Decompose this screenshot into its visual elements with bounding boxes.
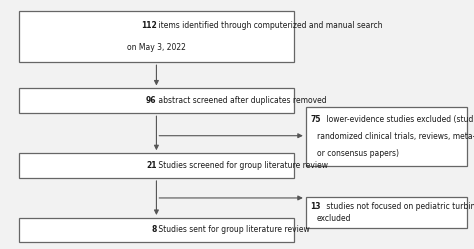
Text: 13: 13 bbox=[310, 202, 321, 211]
Text: excluded: excluded bbox=[317, 214, 351, 223]
Text: randomized clinical trials, reviews, meta-analysis, guidelines: randomized clinical trials, reviews, met… bbox=[317, 132, 474, 141]
Text: 8: 8 bbox=[151, 225, 156, 234]
FancyBboxPatch shape bbox=[19, 153, 294, 178]
Text: 112: 112 bbox=[141, 21, 156, 30]
Text: on May 3, 2022: on May 3, 2022 bbox=[127, 43, 186, 52]
Text: studies not focused on pediatric turbinate hypertrophy: studies not focused on pediatric turbina… bbox=[324, 202, 474, 211]
Text: abstract screened after duplicates removed: abstract screened after duplicates remov… bbox=[156, 96, 327, 105]
Text: lower-evidence studies excluded (studies other than: lower-evidence studies excluded (studies… bbox=[324, 115, 474, 124]
FancyBboxPatch shape bbox=[19, 218, 294, 242]
FancyBboxPatch shape bbox=[306, 197, 467, 228]
Text: Studies sent for group literature review: Studies sent for group literature review bbox=[156, 225, 310, 234]
FancyBboxPatch shape bbox=[19, 11, 294, 62]
FancyBboxPatch shape bbox=[19, 88, 294, 113]
Text: 96: 96 bbox=[146, 96, 156, 105]
Text: or consensus papers): or consensus papers) bbox=[317, 149, 399, 158]
Text: 21: 21 bbox=[146, 161, 156, 170]
FancyBboxPatch shape bbox=[306, 107, 467, 166]
Text: 75: 75 bbox=[310, 115, 321, 124]
Text: items identified through computerized and manual search: items identified through computerized an… bbox=[156, 21, 383, 30]
Text: Studies screened for group literature review: Studies screened for group literature re… bbox=[156, 161, 328, 170]
